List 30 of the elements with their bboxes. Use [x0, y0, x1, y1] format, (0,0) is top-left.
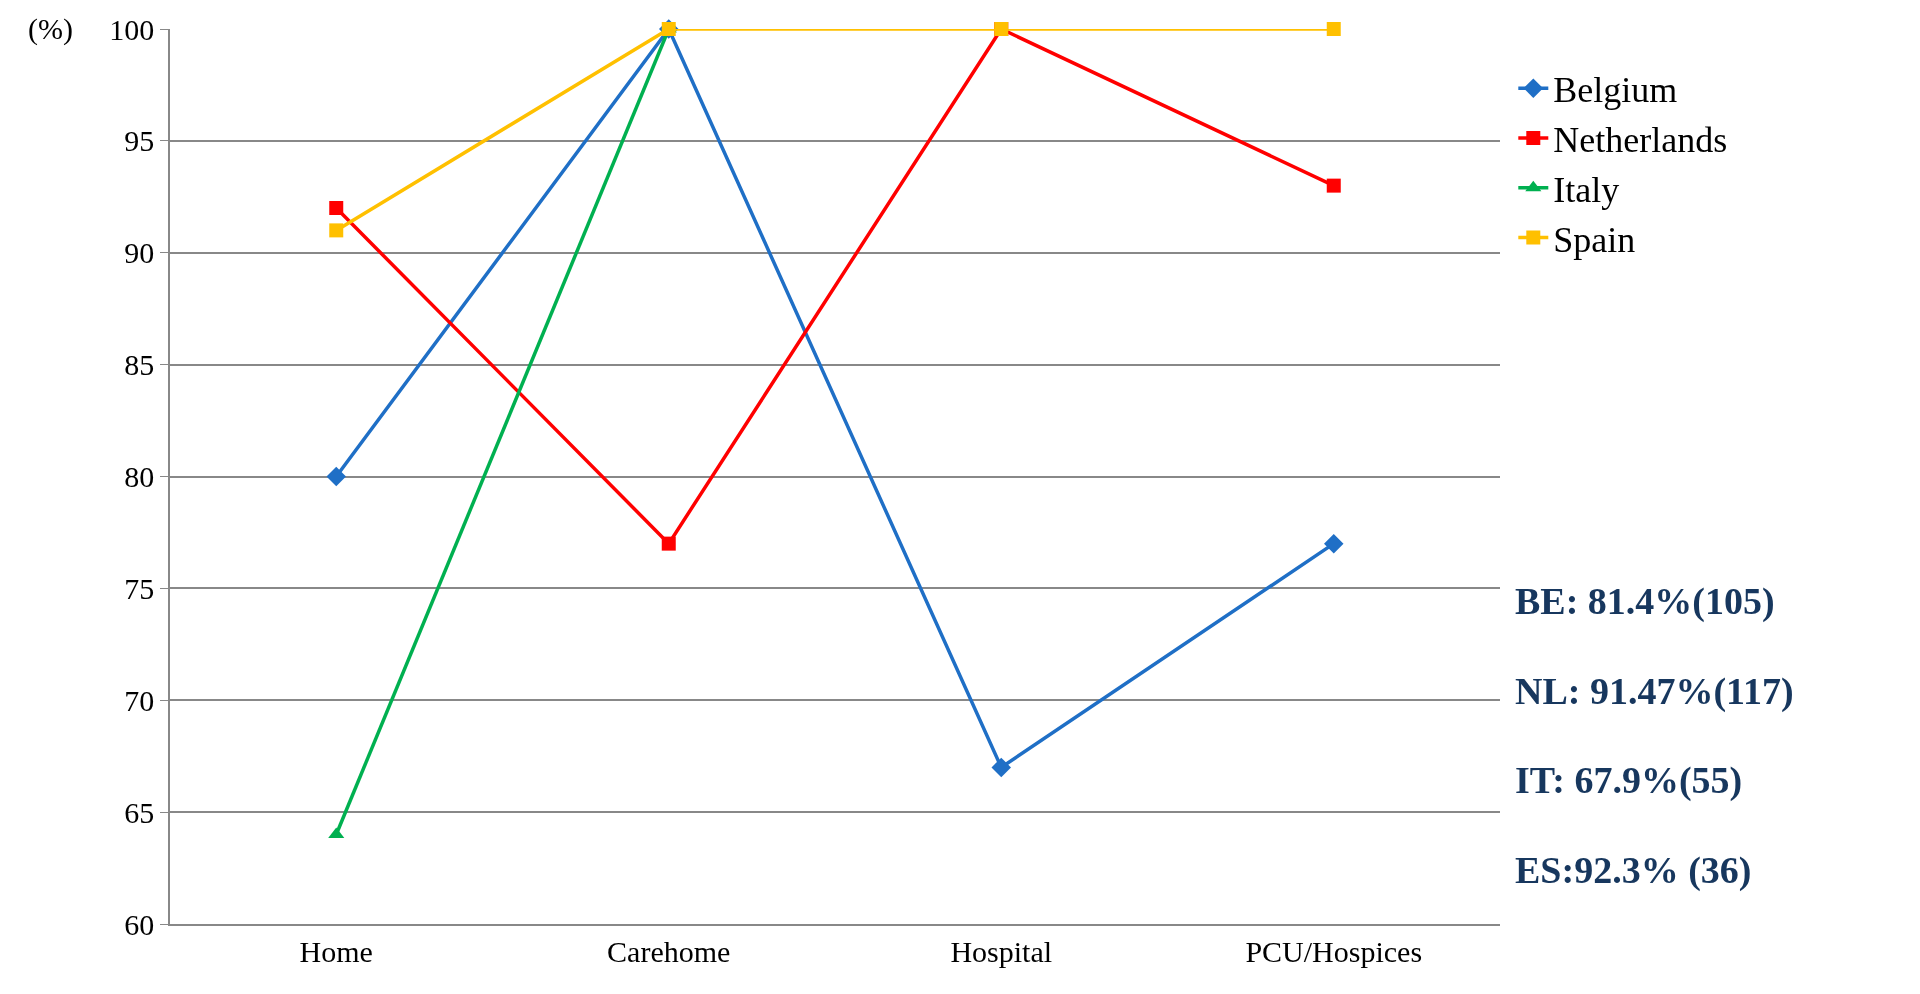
point	[329, 223, 344, 238]
text: ES:92.3% (36)	[1515, 849, 1752, 892]
text: NL: 91.47%(117)	[1515, 670, 1794, 713]
point	[1326, 178, 1341, 193]
y-tick-label: 90	[124, 236, 155, 270]
x-tick-label: Carehome	[607, 934, 731, 968]
legend-label: Netherlands	[1553, 119, 1728, 160]
point	[661, 536, 676, 551]
y-axis-title: (%)	[28, 12, 73, 46]
y-tick-label: 85	[124, 348, 155, 382]
y-tick-label: 100	[109, 12, 155, 46]
point	[1326, 22, 1341, 36]
y-tick-label: 70	[124, 683, 155, 717]
legend-label: Spain	[1553, 219, 1636, 260]
point	[991, 757, 1011, 778]
text: IT: 67.9%(55)	[1515, 759, 1743, 802]
point	[1324, 533, 1344, 554]
x-tick-label: PCU/Hospices	[1245, 934, 1423, 968]
x-tick-label: Home	[299, 934, 373, 968]
y-tick-label: 95	[124, 124, 155, 158]
point	[329, 201, 344, 215]
legend-label: Italy	[1553, 169, 1620, 210]
y-tick-label: 80	[124, 460, 155, 493]
legend-label: Belgium	[1553, 70, 1678, 111]
text: BE: 81.4%(105)	[1515, 580, 1775, 623]
point	[326, 466, 346, 487]
y-tick-label: 75	[124, 571, 155, 605]
y-tick-label: 65	[124, 795, 155, 829]
x-tick-label: Hospital	[950, 934, 1053, 968]
y-tick-label: 60	[124, 907, 155, 941]
